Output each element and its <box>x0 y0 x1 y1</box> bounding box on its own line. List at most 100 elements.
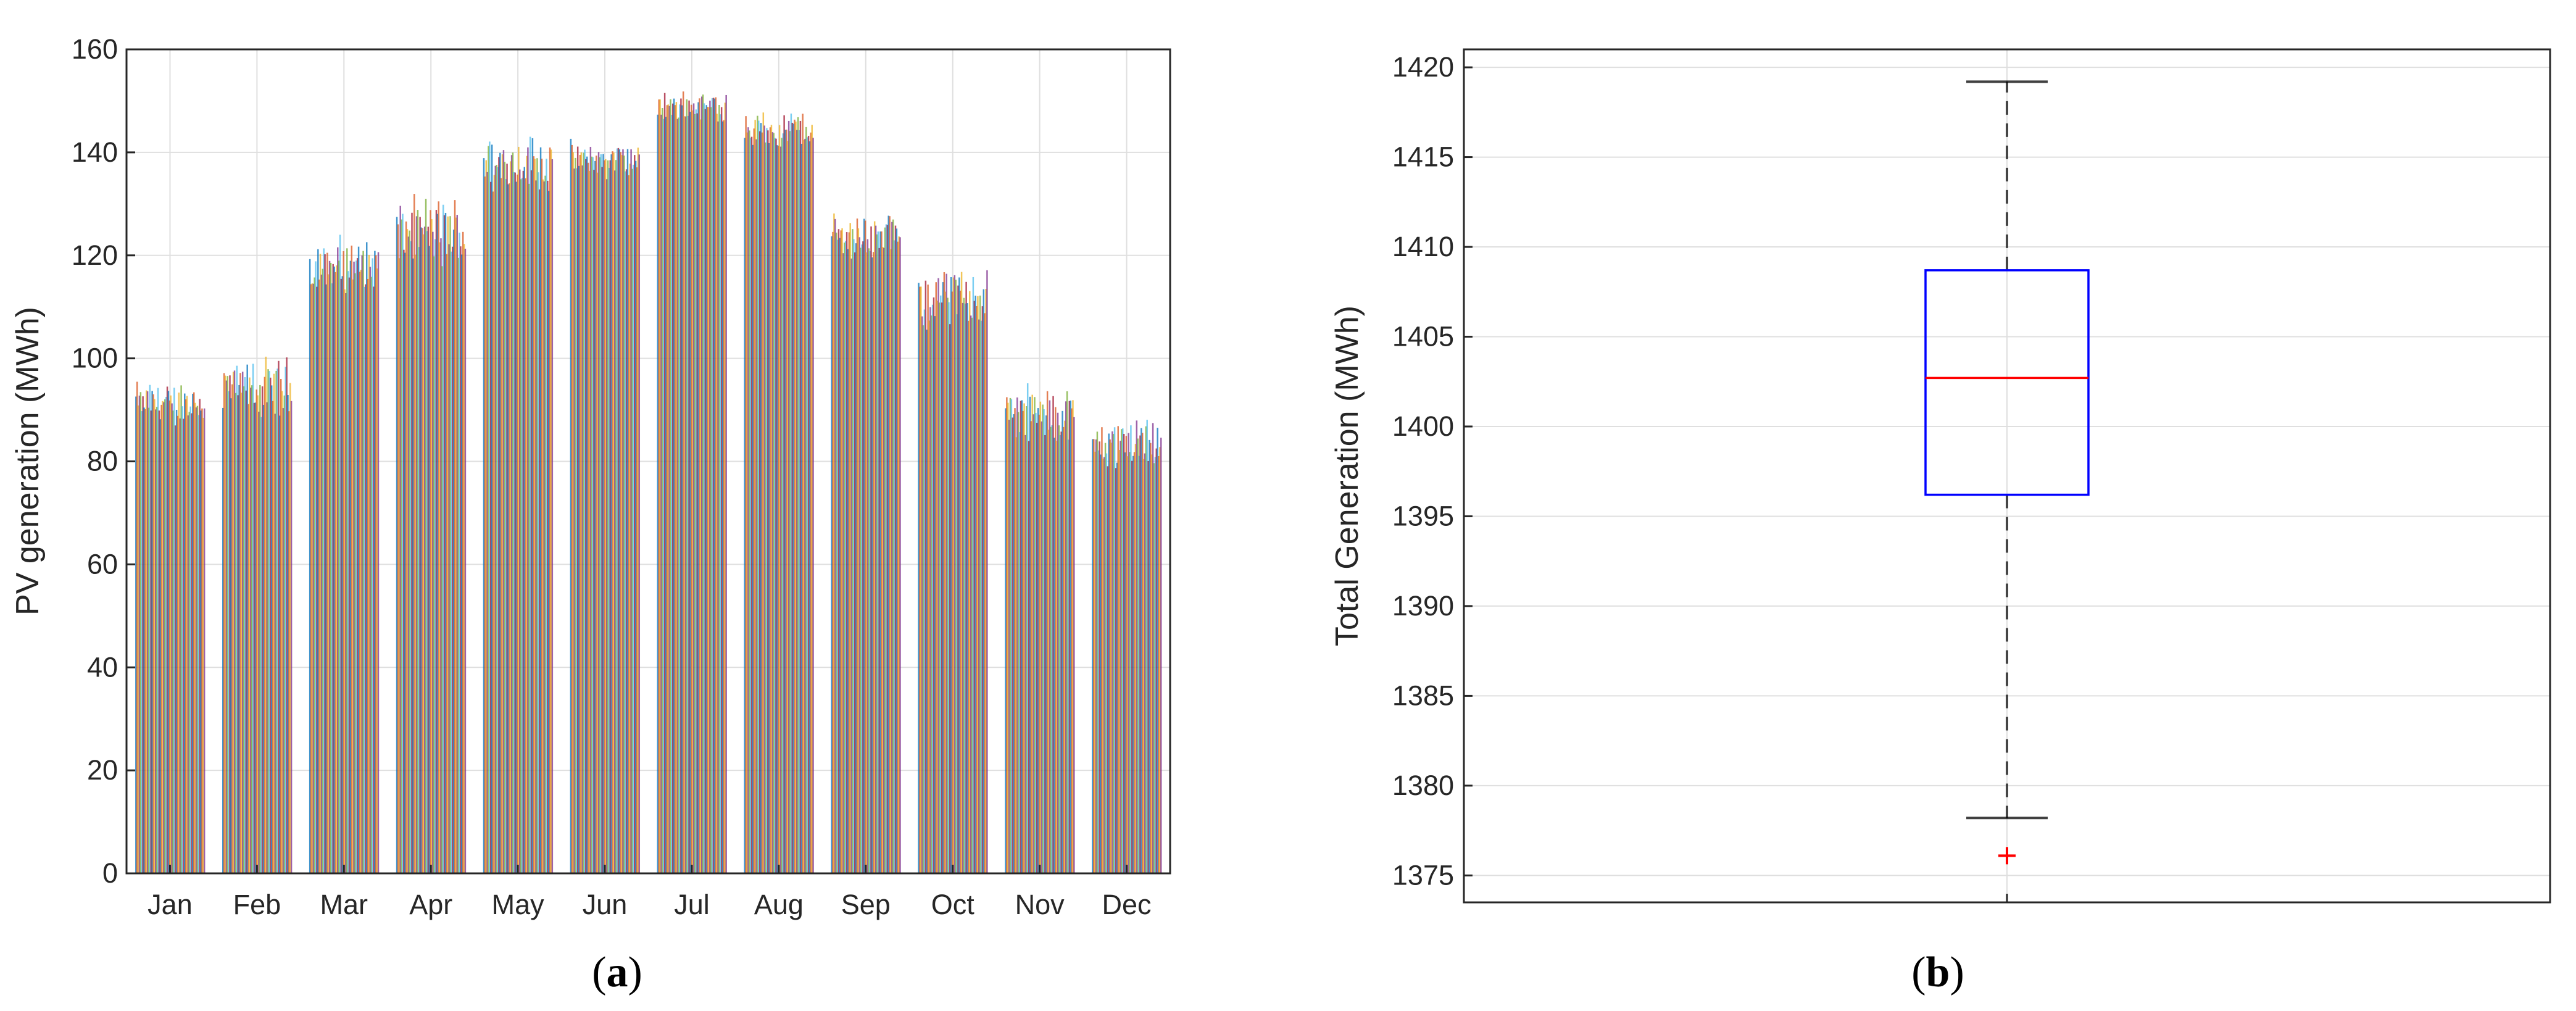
bar-mar <box>340 278 343 874</box>
bar-sep <box>847 249 849 873</box>
bar-sep <box>871 257 873 873</box>
bar-nov <box>1055 407 1057 873</box>
bar-dec <box>1132 456 1134 873</box>
bar-may <box>547 180 549 874</box>
bar-oct <box>955 280 957 873</box>
bar-may <box>547 191 550 873</box>
bar-jun <box>591 156 592 873</box>
total-generation-boxplot: 1375 1380 1385 1390 1395 1400 1405 1410 1415 1420… <box>1329 48 2551 996</box>
bar-may <box>505 179 507 873</box>
bar-mar <box>356 258 359 873</box>
bar-dec <box>1105 453 1108 873</box>
bar-may <box>514 172 516 873</box>
bar-jun <box>604 160 605 874</box>
bar-feb <box>278 360 280 873</box>
bar-nov <box>1023 403 1025 873</box>
bar-nov <box>1017 412 1020 873</box>
bar-may <box>509 183 510 873</box>
bar-sep <box>873 221 876 873</box>
bar-jul <box>672 103 674 873</box>
bar-jan <box>192 393 194 873</box>
bar-jul <box>712 98 715 874</box>
bar-may <box>484 176 486 874</box>
bar-aug <box>783 115 785 874</box>
bar-dec <box>1117 426 1119 873</box>
bar-aug <box>747 127 749 873</box>
bar-sep <box>858 237 860 874</box>
bar-sep <box>869 251 871 873</box>
bar-aug <box>807 136 810 874</box>
bar-feb <box>249 377 251 873</box>
bar-aug <box>775 138 777 874</box>
bar-jul <box>705 105 707 873</box>
bar-aug <box>790 113 792 874</box>
bar-jan <box>137 405 139 873</box>
bar-jan <box>200 410 202 873</box>
bar-jul <box>710 107 712 873</box>
bar-oct <box>948 302 950 873</box>
bar-oct <box>934 316 936 873</box>
bar-jul <box>707 107 708 874</box>
bar-jun <box>638 154 641 874</box>
bar-may <box>538 189 541 873</box>
bar-jun <box>570 138 572 873</box>
bar-jul <box>700 119 702 874</box>
bar-oct <box>956 314 958 873</box>
bar-aug <box>755 139 757 873</box>
bar-aug <box>795 121 797 874</box>
bar-nov <box>1021 400 1023 873</box>
bar-jul <box>686 99 688 873</box>
bar-aug <box>787 141 789 874</box>
bar-sep <box>837 229 840 873</box>
bar-feb <box>288 411 290 873</box>
panel-label-a: (a) <box>592 949 642 996</box>
bar-sep <box>854 252 856 873</box>
bar-aug <box>746 132 748 873</box>
bar-nov <box>1058 425 1060 873</box>
bar-feb <box>229 375 231 873</box>
bar-jan <box>187 415 189 873</box>
bar-oct <box>971 317 973 873</box>
bar-jul <box>718 104 720 873</box>
bar-feb <box>257 395 259 873</box>
bar-nov <box>1013 414 1015 873</box>
bar-apr <box>406 229 409 873</box>
bar-jul <box>676 119 679 873</box>
bar-sep <box>878 248 880 873</box>
bar-aug <box>765 142 767 873</box>
bar-sep <box>842 253 844 873</box>
bar-jun <box>592 157 594 873</box>
bar-nov <box>1071 408 1073 873</box>
bar-may <box>541 159 543 874</box>
bar-jun <box>624 171 626 873</box>
bar-nov <box>1072 400 1074 873</box>
bar-sep <box>857 228 860 873</box>
bar-mar <box>339 235 341 873</box>
bar-apr <box>402 214 404 873</box>
bar-mar <box>316 286 318 873</box>
bar-nov <box>1010 399 1013 873</box>
bar-jan <box>167 391 170 873</box>
bar-dec <box>1095 439 1097 873</box>
bar-jun <box>637 148 639 873</box>
bar-dec <box>1093 439 1095 873</box>
bar-may <box>492 191 494 873</box>
bar-mar <box>322 268 324 873</box>
bar-jul <box>667 104 669 874</box>
bar-sep <box>893 240 895 873</box>
bar-jun <box>593 170 595 873</box>
bar-apr <box>411 212 413 874</box>
bar-oct <box>964 303 966 874</box>
bar-oct <box>919 286 921 874</box>
bar-oct <box>944 291 947 873</box>
bar-feb <box>285 367 286 873</box>
bar-oct <box>968 320 970 873</box>
bar-sep <box>853 239 855 874</box>
bar-apr <box>432 231 434 874</box>
bar-sep <box>889 216 891 873</box>
bar-aug <box>753 128 755 873</box>
bar-aug <box>810 132 812 874</box>
bar-jan <box>173 388 175 873</box>
bar-apr <box>439 242 441 873</box>
bar-nov <box>1052 396 1054 873</box>
